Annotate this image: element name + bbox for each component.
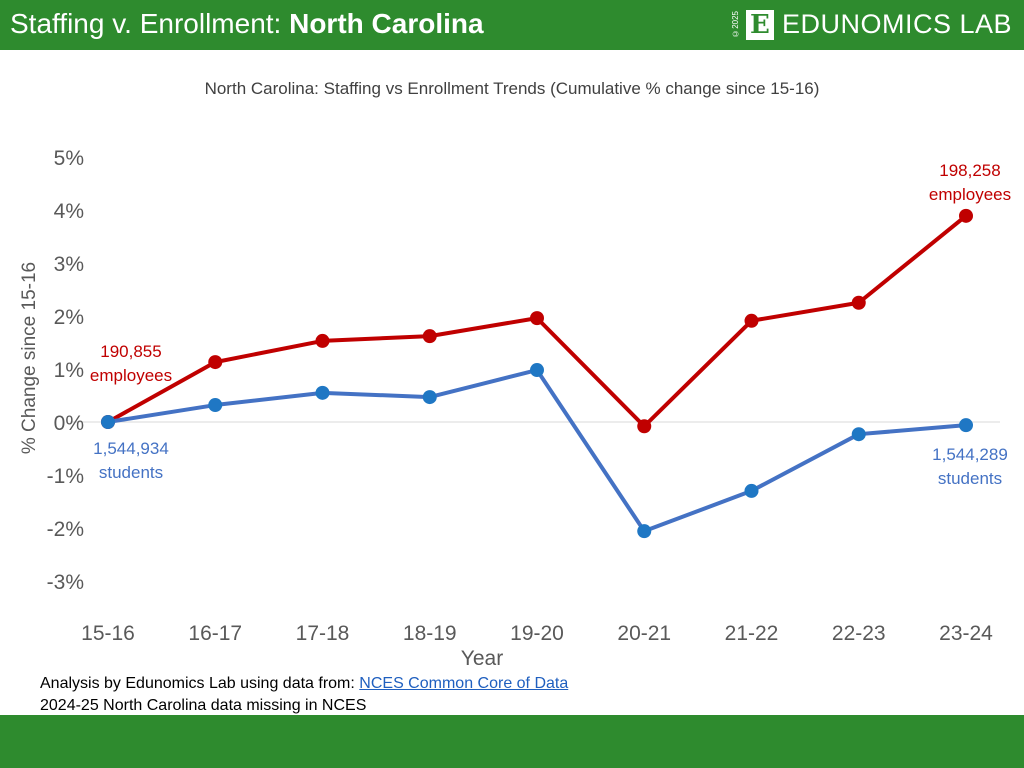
header-bar: Staffing v. Enrollment: North Carolina ©… [0,0,1024,50]
x-tick-label: 23-24 [939,622,993,645]
y-tick-label: 1% [54,359,84,382]
logo-text: EDUNOMICS LAB [781,9,1012,39]
y-tick-label: 5% [54,147,84,170]
line-chart: North Carolina: Staffing vs Enrollment T… [19,79,1011,670]
x-tick-label: 20-21 [617,622,671,645]
students-point [744,483,759,498]
source-prefix: Analysis by Edunomics Lab using data fro… [40,675,360,692]
staff-end-label: employees [929,185,1011,204]
students-point [101,415,115,429]
staff-start-label: employees [90,366,172,385]
x-tick-label: 18-19 [403,622,457,645]
staff-point [315,333,330,348]
y-tick-label: -3% [47,571,84,594]
y-tick-label: 2% [54,306,84,329]
title-prefix: Staffing v. Enrollment: [10,8,290,39]
staff-point [208,355,223,370]
logo-mark: E [745,9,774,40]
staff-start-label: 190,855 [100,342,161,361]
chart-title: North Carolina: Staffing vs Enrollment T… [205,79,820,98]
x-tick-label: 15-16 [81,622,135,645]
students-point [422,390,437,405]
staff-point [530,311,544,326]
x-tick-label: 22-23 [832,622,886,645]
footer-bar [0,715,1024,768]
missing-data-note: 2024-25 North Carolina data missing in N… [40,697,367,714]
students-start-label: 1,544,934 [93,439,169,458]
students-point [530,363,544,378]
staff-point [637,419,652,434]
students-point [851,427,866,442]
y-axis-label: % Change since 15-16 [19,262,40,454]
y-tick-label: 4% [54,200,84,223]
staff-point [744,313,759,328]
source-notes: Analysis by Edunomics Lab using data fro… [40,673,568,717]
title-state: North Carolina [289,8,484,39]
x-tick-label: 16-17 [188,622,242,645]
staff-point [959,208,973,223]
y-tick-label: 3% [54,253,84,276]
students-start-label: students [99,463,163,482]
y-tick-label: -1% [47,465,84,488]
x-tick-label: 17-18 [296,622,350,645]
x-tick-label: 19-20 [510,622,564,645]
students-point [315,385,330,400]
staff-point [851,295,866,310]
students-point [208,398,223,413]
students-end-label: 1,544,289 [932,445,1008,464]
students-end-label: students [938,469,1002,488]
students-point [637,524,652,539]
page-title: Staffing v. Enrollment: North Carolina [10,8,484,40]
students-line [107,368,967,534]
staff-point [422,329,437,344]
staff-end-label: 198,258 [939,161,1000,180]
y-tick-label: -2% [47,518,84,541]
edunomics-logo: ©2025 E EDUNOMICS LAB [731,9,1012,40]
y-tick-label: 0% [54,412,84,435]
x-axis-label: Year [461,647,503,670]
nces-link[interactable]: NCES Common Core of Data [359,675,569,692]
students-point [959,418,973,433]
x-tick-label: 21-22 [725,622,779,645]
